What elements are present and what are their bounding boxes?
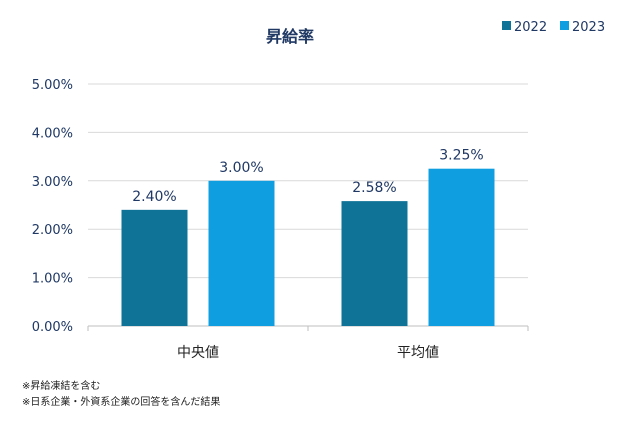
bar [208,180,275,326]
y-tick-label: 3.00% [32,175,73,190]
y-tick-label: 4.00% [32,126,73,141]
data-label: 3.00% [219,160,263,176]
bars [121,168,495,326]
chart: 昇給率 2022 2023 0.00% 1.00% 2.00% 3.00% 4.00% 5.… [32,20,605,361]
footnote-2: ※日系企業・外資系企業の回答を含んだ結果 [22,397,221,408]
footnote-1: ※昇給凍結を含む [22,381,101,392]
legend-swatch [560,21,569,30]
legend-label: 2022 [514,20,547,35]
category-label: 中央値 [177,345,219,361]
data-label: 3.25% [439,148,483,164]
footnotes: ※昇給凍結を含む ※日系企業・外資系企業の回答を含んだ結果 [22,379,220,411]
y-tick-label: 1.00% [32,272,73,287]
x-axis-categories: 中央値 平均値 [177,345,439,361]
legend: 2022 2023 [502,20,605,35]
bar [341,201,408,326]
data-label: 2.40% [132,189,176,205]
data-label: 2.58% [352,180,396,196]
legend-label: 2023 [572,20,605,35]
y-tick-label: 2.00% [32,223,73,238]
category-label: 平均値 [397,345,439,361]
bar [428,168,495,326]
bar [121,209,188,326]
y-tick-label: 5.00% [32,78,73,93]
data-labels: 2.40% 3.00% 2.58% 3.25% [132,148,483,205]
y-axis-ticks: 0.00% 1.00% 2.00% 3.00% 4.00% 5.00% [32,78,73,335]
y-tick-label: 0.00% [32,320,73,335]
legend-swatch [502,21,511,30]
chart-title: 昇給率 [266,27,314,46]
